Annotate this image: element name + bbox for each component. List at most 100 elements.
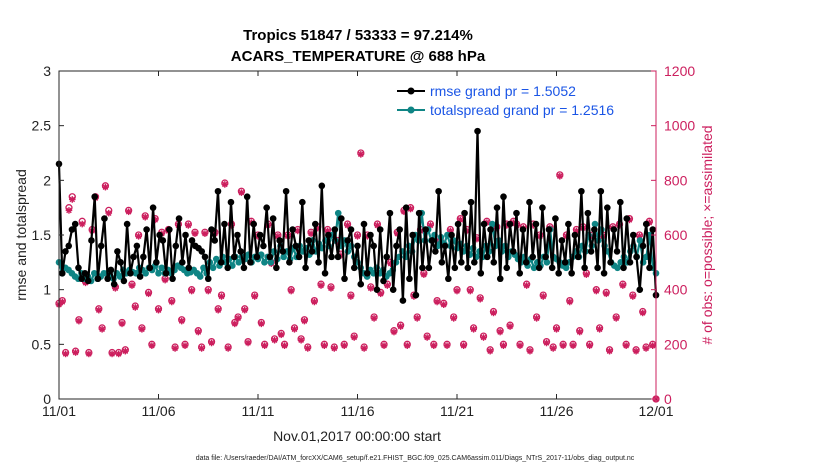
- rmse-point: [402, 204, 410, 211]
- rmse-point: [367, 231, 374, 239]
- obs-assimilated-point: [122, 347, 129, 355]
- rmse-point: [600, 269, 608, 277]
- obs-assimilated-point: [311, 298, 318, 306]
- rmse-point: [435, 187, 442, 195]
- totalspread-point: [636, 237, 644, 244]
- rmse-point: [509, 248, 517, 255]
- obs-assimilated-point: [576, 328, 584, 336]
- rmse-point: [526, 198, 533, 206]
- obs-assimilated-point: [201, 230, 209, 237]
- y-axis-left: 0 0.5 1 1.5 2 2.5 3: [32, 63, 64, 407]
- rmse-point: [123, 220, 131, 228]
- totalspread-point: [530, 264, 538, 272]
- rmse-point: [88, 237, 95, 244]
- y-axis-label: rmse and totalspread: [13, 169, 29, 301]
- y2-axis-label: # of obs: o=possible; ×=assimilated: [699, 125, 715, 344]
- obs-assimilated-point: [629, 293, 637, 300]
- rmse-point: [250, 220, 257, 228]
- totalspread-point: [212, 255, 220, 263]
- rmse-point: [344, 237, 352, 244]
- rmse-point: [175, 215, 183, 222]
- legend-spread-marker: [407, 106, 415, 114]
- rmse-point: [467, 198, 475, 206]
- rmse-point: [308, 248, 316, 255]
- rmse-point: [68, 226, 76, 233]
- rmse-point: [133, 242, 141, 250]
- chart-title: Tropics 51847 / 53333 = 97.214%: [243, 27, 473, 44]
- totalspread-point: [267, 259, 275, 266]
- y-tick-label: 3: [43, 63, 51, 79]
- rmse-point: [529, 253, 537, 261]
- obs-assimilated-point: [304, 345, 312, 352]
- rmse-point: [136, 273, 144, 280]
- obs-assimilated-point: [370, 315, 378, 322]
- rmse-point: [587, 248, 595, 255]
- rmse-point: [120, 277, 128, 285]
- totalspread-point: [489, 220, 496, 228]
- rmse-point: [461, 209, 468, 217]
- obs-assimilated-point: [367, 285, 375, 292]
- rmse-point: [172, 242, 180, 250]
- rmse-point: [448, 231, 455, 239]
- rmse-point: [234, 231, 241, 239]
- obs-assimilated-point: [224, 345, 232, 352]
- rmse-point: [441, 242, 449, 250]
- rmse-point: [224, 264, 232, 272]
- rmse-point: [279, 248, 287, 255]
- obs-assimilated-point: [291, 326, 298, 333]
- rmse-point: [78, 275, 86, 283]
- obs-assimilated-point: [526, 347, 534, 355]
- legend: rmse grand pr = 1.5052 totalspread grand…: [390, 78, 652, 122]
- obs-assimilated-point: [543, 339, 550, 347]
- obs-assimilated-point: [622, 342, 630, 349]
- obs-assimilated-point: [566, 298, 574, 306]
- rmse-point: [594, 264, 601, 272]
- rmse-point: [159, 237, 167, 244]
- rmse-point: [247, 259, 254, 266]
- obs-assimilated-point: [516, 342, 524, 349]
- rmse-point: [97, 242, 105, 250]
- rmse-point: [337, 215, 345, 222]
- rmse-point: [597, 187, 605, 195]
- rmse-point: [477, 269, 485, 277]
- rmse-point: [376, 226, 384, 233]
- rmse-point: [451, 264, 459, 272]
- x-tick-label: 12/01: [638, 403, 673, 419]
- rmse-point: [568, 269, 575, 277]
- obs-assimilated-point: [639, 309, 647, 317]
- obs-assimilated-point: [443, 342, 451, 349]
- obs-assimilated-point: [496, 328, 504, 336]
- rmse-point: [243, 193, 251, 201]
- obs-assimilated-point: [377, 290, 385, 298]
- rmse-point: [107, 266, 115, 274]
- rmse-point: [363, 269, 371, 277]
- rmse-point: [503, 264, 511, 272]
- rmse-point: [62, 248, 69, 255]
- rmse-point: [552, 215, 559, 222]
- obs-assimilated-point: [102, 183, 109, 191]
- obs-assimilated-point: [354, 233, 361, 240]
- rmse-point: [104, 275, 111, 283]
- totalspread-point: [91, 269, 98, 277]
- y2-tick-label: 1000: [664, 118, 695, 134]
- rmse-point: [513, 209, 520, 217]
- rmse-point: [58, 269, 66, 277]
- rmse-point: [227, 198, 235, 206]
- rmse-point: [357, 280, 365, 288]
- obs-assimilated-point: [85, 350, 93, 358]
- obs-assimilated-point: [178, 317, 186, 325]
- rmse-point: [140, 253, 147, 261]
- rmse-point: [548, 264, 556, 272]
- obs-assimilated-point: [413, 315, 421, 322]
- obs-assimilated-point: [327, 285, 335, 292]
- rmse-point: [169, 275, 176, 283]
- obs-assimilated-point: [65, 207, 73, 214]
- rmse-point: [178, 259, 186, 266]
- obs-assimilated-point: [466, 287, 474, 295]
- rmse-point: [649, 226, 657, 233]
- obs-assimilated-point: [569, 342, 577, 349]
- rmse-point: [260, 242, 267, 250]
- y-tick-label: 2.5: [32, 118, 52, 134]
- chart-subtitle: ACARS_TEMPERATURE @ 688 hPa: [231, 48, 486, 65]
